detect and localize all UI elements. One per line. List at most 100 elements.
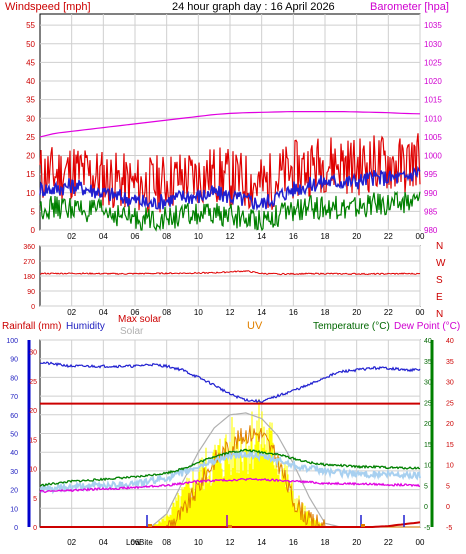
- ytick-humidity: 5: [33, 496, 37, 503]
- p2-xtick: 22: [384, 308, 393, 317]
- label-solar: Solar: [120, 326, 144, 337]
- ytick-left-1: 25: [26, 133, 35, 142]
- label-humidity: Humidity: [66, 321, 105, 332]
- compass-label: S: [436, 275, 443, 286]
- p2-xtick: 12: [226, 308, 235, 317]
- ytick-dew: 30: [446, 380, 454, 387]
- p3-xtick: 06: [131, 538, 140, 547]
- feels-like-series: [39, 449, 421, 495]
- ytick-2: 180: [23, 274, 35, 281]
- ytick-left-1: 35: [26, 96, 35, 105]
- ytick-2: 90: [27, 289, 35, 296]
- p3-xtick: 22: [384, 538, 393, 547]
- ytick-rain: 0: [14, 525, 18, 532]
- compass-label: N: [436, 309, 443, 320]
- wind-barometer-chart: Windspeed [mph] 24 hour graph day : 16 A…: [5, 1, 449, 241]
- humidity-series: [39, 361, 421, 404]
- ytick-temp: 25: [424, 400, 432, 407]
- ytick-left-1: 5: [31, 207, 36, 216]
- p3-xtick: 04: [99, 538, 108, 547]
- ytick-humidity: 0: [33, 525, 37, 532]
- p2-xtick: 00: [416, 308, 425, 317]
- ytick-dew: 40: [446, 338, 454, 345]
- event-dot: [228, 525, 232, 528]
- p3-xtick: 10: [194, 538, 203, 547]
- ytick-left-1: 55: [26, 21, 35, 30]
- event-dot: [361, 524, 365, 527]
- ytick-humidity: 30: [29, 350, 37, 357]
- p2-xtick: 08: [162, 308, 171, 317]
- ytick-right-1: 1015: [424, 96, 442, 105]
- grid-3: [40, 339, 421, 528]
- ytick-rain: 80: [10, 375, 18, 382]
- ytick-dew: 25: [446, 400, 454, 407]
- ytick-temp: 35: [424, 359, 432, 366]
- p2-xtick: 20: [352, 308, 361, 317]
- ytick-left-1: 45: [26, 58, 35, 67]
- label-max-solar: Max solar: [118, 314, 162, 325]
- p1-xtick: 16: [289, 232, 298, 241]
- p1-xtick: 22: [384, 232, 393, 241]
- p3-xtick: 14: [257, 538, 266, 547]
- series-group-2: [39, 270, 421, 276]
- p1-xtick: 02: [67, 232, 76, 241]
- x-tick-labels-1: 02 04 06 08 10 12 14 16 18 20 22 00: [67, 232, 425, 241]
- ytick-rain: 90: [10, 357, 18, 364]
- p1-xtick: 04: [99, 232, 108, 241]
- ytick-humidity: 20: [29, 408, 37, 415]
- series-line-2: [39, 270, 421, 276]
- ylabel-left: Windspeed [mph]: [5, 1, 91, 13]
- p3-xtick: 00: [416, 538, 425, 547]
- ytick-left-1: 0: [31, 226, 36, 235]
- p1-xtick: 00: [416, 232, 425, 241]
- ytick-rain: 60: [10, 413, 18, 420]
- p2-xtick: 18: [321, 308, 330, 317]
- x-tick-labels-3: 02 04 06 08 10 12 14 16 18 20 22 00: [67, 538, 425, 547]
- ytick-right-1: 1010: [424, 114, 442, 123]
- ytick-right-1: 1000: [424, 152, 442, 161]
- rain-temp-chart: Rainfall (mm) Humidity Max solar Solar U…: [2, 314, 460, 547]
- ytick-right-1: 995: [424, 170, 438, 179]
- ytick-rain: 40: [10, 450, 18, 457]
- y-right-tick-labels-1: 980 985 990 995 1000 1005 1010 1015 1020 1025 1030…: [424, 21, 442, 235]
- p1-xtick: 12: [226, 232, 235, 241]
- p2-xtick: 02: [67, 308, 76, 317]
- p2-xtick: 14: [257, 308, 266, 317]
- label-uv: UV: [247, 320, 263, 332]
- p1-xtick: 06: [131, 232, 140, 241]
- p3-xtick: 20: [352, 538, 361, 547]
- ytick-right-1: 990: [424, 189, 438, 198]
- ytick-right-1: 980: [424, 226, 438, 235]
- ytick-left-1: 40: [26, 77, 35, 86]
- ytick-left-1: 15: [26, 170, 35, 179]
- y-tick-labels-1: 0 5 10 15 20 25 30 35 40 45 50 55: [26, 21, 35, 235]
- ytick-rain: 70: [10, 394, 18, 401]
- label-dewpoint: Dew Point (°C): [394, 321, 460, 332]
- ytick-right-1: 1020: [424, 77, 442, 86]
- ytick-temp: -5: [424, 525, 430, 532]
- series-line-1: [39, 111, 421, 138]
- label-temperature: Temperature (°C): [313, 321, 390, 332]
- ytick-rain: 30: [10, 469, 18, 476]
- ytick-2: 0: [31, 304, 35, 311]
- ytick-right-1: 1005: [424, 133, 442, 142]
- ytick-dew: 15: [446, 442, 454, 449]
- ylabel-right: Barometer [hpa]: [370, 1, 449, 13]
- series-group-3: [39, 361, 421, 529]
- ytick-temp: 30: [424, 380, 432, 387]
- solar-series: [150, 398, 325, 527]
- p2-xtick: 04: [99, 308, 108, 317]
- axes-3: 0102030405060708090100051015202530-50510…: [6, 338, 454, 532]
- ytick-temp: 10: [424, 463, 432, 470]
- grid-1: [40, 14, 421, 231]
- compass-label: W: [436, 258, 446, 269]
- compass-label: N: [436, 241, 443, 252]
- series-group-1: [39, 111, 421, 232]
- ytick-dew: 20: [446, 421, 454, 428]
- event-label-low: Low: [126, 538, 141, 547]
- p1-xtick: 10: [194, 232, 203, 241]
- p1-xtick: 20: [352, 232, 361, 241]
- p1-xtick: 08: [162, 232, 171, 241]
